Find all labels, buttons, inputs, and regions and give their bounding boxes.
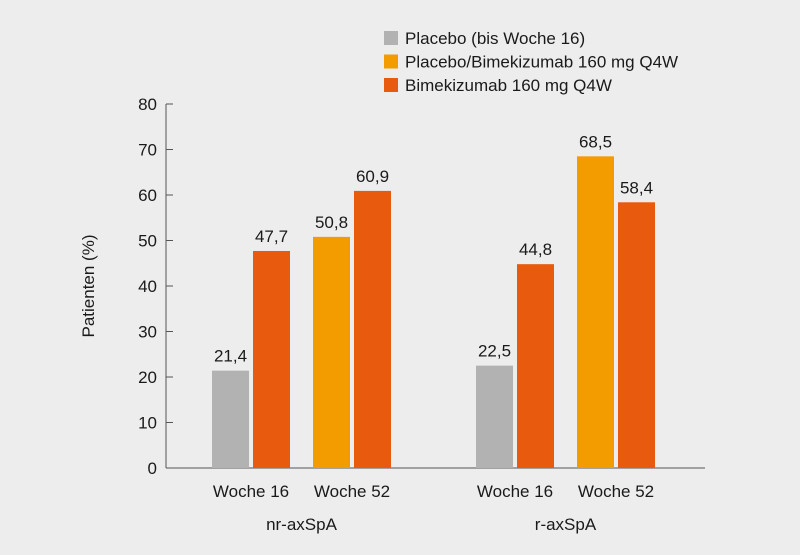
legend-swatch <box>384 54 398 69</box>
bar-value-label: 50,8 <box>315 213 348 232</box>
y-tick-label: 80 <box>138 95 157 114</box>
bar-value-label: 22,5 <box>478 342 511 361</box>
legend-label: Placebo (bis Woche 16) <box>405 29 585 48</box>
y-tick-label: 40 <box>138 277 157 296</box>
bar <box>354 190 391 468</box>
bar-value-label: 47,7 <box>255 227 288 246</box>
y-tick-label: 30 <box>138 323 157 342</box>
bar-value-label: 21,4 <box>214 347 247 366</box>
bar <box>253 250 290 468</box>
y-axis-label: Patienten (%) <box>79 235 98 338</box>
x-tick-label: Woche 16 <box>213 482 289 501</box>
bar-value-label: 60,9 <box>356 167 389 186</box>
bar-value-label: 44,8 <box>519 240 552 259</box>
bar <box>212 370 249 468</box>
y-tick-label: 70 <box>138 141 157 160</box>
bar-value-label: 68,5 <box>579 132 612 151</box>
group-label: r-axSpA <box>535 515 597 534</box>
legend-swatch <box>384 31 398 45</box>
bar <box>577 156 614 468</box>
x-tick-label: Woche 52 <box>314 482 390 501</box>
bar <box>517 264 554 468</box>
y-tick-label: 50 <box>138 232 157 251</box>
bar <box>618 202 655 468</box>
legend-label: Bimekizumab 160 mg Q4W <box>405 76 612 95</box>
x-tick-label: Woche 16 <box>477 482 553 501</box>
legend-swatch <box>384 78 398 92</box>
axes: 0 10 20 30 40 50 60 70 80 <box>138 95 705 478</box>
y-tick-label: 60 <box>138 186 157 205</box>
bars: 21,4 47,7 Woche 16 50,8 60,9 Woche 52 nr-axSpA… <box>212 132 655 534</box>
group-label: nr-axSpA <box>266 515 338 534</box>
bar <box>476 365 513 468</box>
y-tick-label: 10 <box>138 414 157 433</box>
bar-value-label: 58,4 <box>620 178 653 197</box>
y-tick-label: 0 <box>148 459 157 478</box>
legend-label: Placebo/Bimekizumab 160 mg Q4W <box>405 53 678 72</box>
x-tick-label: Woche 52 <box>578 482 654 501</box>
bar <box>313 236 350 468</box>
y-tick-label: 20 <box>138 368 157 387</box>
legend: Placebo (bis Woche 16) Placebo/Bimekizuma… <box>384 29 678 95</box>
